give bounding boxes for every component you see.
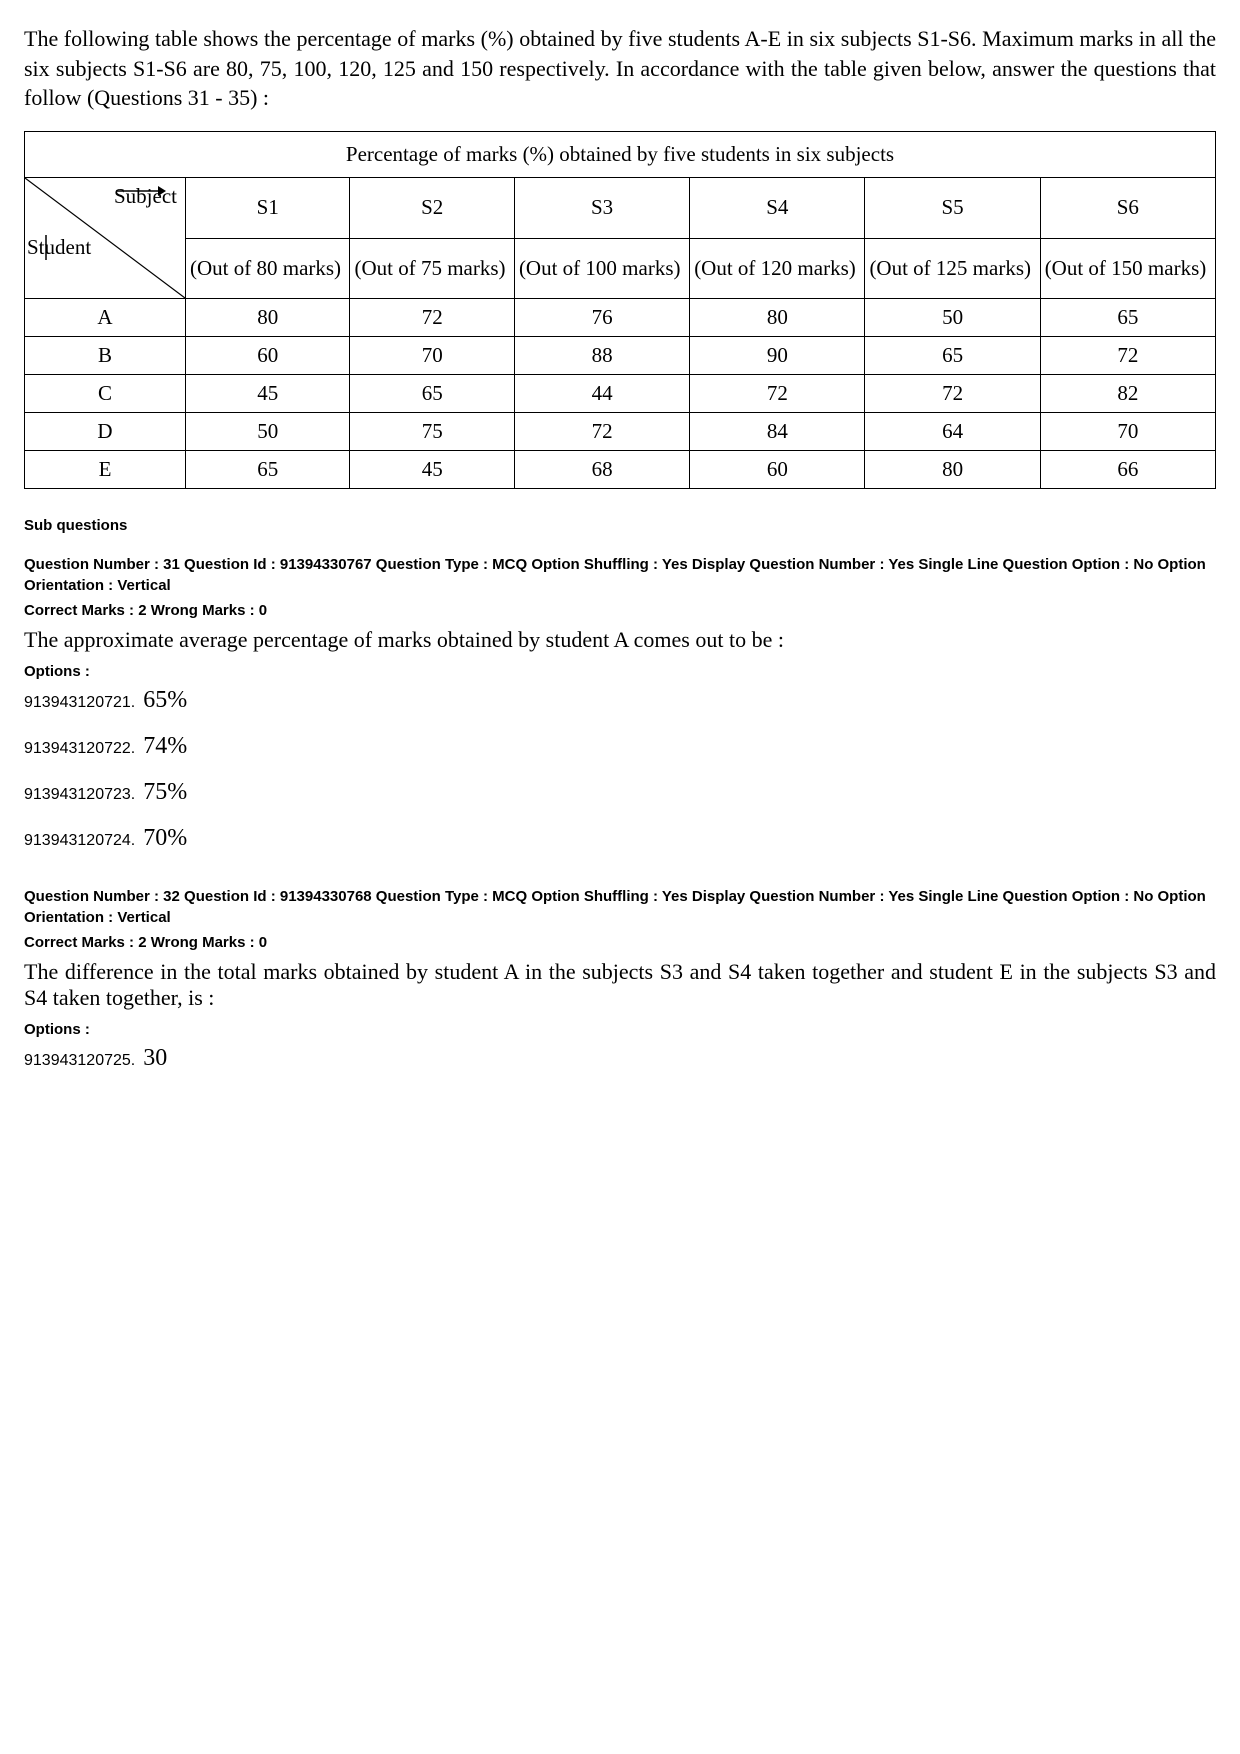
options-list: 913943120725. 30 <box>24 1046 1216 1070</box>
options-heading: Options : <box>24 1021 1216 1038</box>
arrow-down-icon <box>39 235 103 260</box>
value-cell: 68 <box>514 451 689 489</box>
value-cell: 80 <box>865 451 1040 489</box>
value-cell: 45 <box>350 451 514 489</box>
value-cell: 72 <box>514 413 689 451</box>
subject-axis-label: Subject <box>114 184 177 209</box>
option-item[interactable]: 913943120723. 75% <box>24 780 1216 804</box>
option-value: 30 <box>143 1046 167 1070</box>
value-cell: 60 <box>186 337 350 375</box>
col-header: S3 <box>514 178 689 239</box>
option-item[interactable]: 913943120721. 65% <box>24 688 1216 712</box>
value-cell: 72 <box>690 375 865 413</box>
question-meta: Question Number : 31 Question Id : 91394… <box>24 554 1216 596</box>
col-header: S4 <box>690 178 865 239</box>
question-31-block: Question Number : 31 Question Id : 91394… <box>24 554 1216 850</box>
col-header: S5 <box>865 178 1040 239</box>
value-cell: 75 <box>350 413 514 451</box>
value-cell: 70 <box>1040 413 1215 451</box>
value-cell: 82 <box>1040 375 1215 413</box>
col-subheader: (Out of 120 marks) <box>690 238 865 299</box>
option-value: 74% <box>143 734 187 758</box>
marks-table: Percentage of marks (%) obtained by five… <box>24 131 1216 489</box>
student-axis-label: Student <box>27 235 91 260</box>
student-cell: A <box>25 299 186 337</box>
col-subheader: (Out of 150 marks) <box>1040 238 1215 299</box>
option-item[interactable]: 913943120722. 74% <box>24 734 1216 758</box>
option-id: 913943120725. <box>24 1052 135 1070</box>
value-cell: 44 <box>514 375 689 413</box>
value-cell: 90 <box>690 337 865 375</box>
value-cell: 80 <box>690 299 865 337</box>
col-header: S1 <box>186 178 350 239</box>
col-subheader: (Out of 100 marks) <box>514 238 689 299</box>
value-cell: 72 <box>350 299 514 337</box>
option-id: 913943120722. <box>24 740 135 758</box>
sub-questions-heading: Sub questions <box>24 517 1216 534</box>
option-value: 70% <box>143 826 187 850</box>
student-cell: D <box>25 413 186 451</box>
option-value: 75% <box>143 780 187 804</box>
question-text: The difference in the total marks obtain… <box>24 959 1216 1011</box>
value-cell: 66 <box>1040 451 1215 489</box>
student-cell: C <box>25 375 186 413</box>
option-id: 913943120721. <box>24 694 135 712</box>
option-item[interactable]: 913943120724. 70% <box>24 826 1216 850</box>
question-text: The approximate average percentage of ma… <box>24 627 1216 653</box>
table-row: E654568608066 <box>25 451 1216 489</box>
value-cell: 65 <box>350 375 514 413</box>
value-cell: 45 <box>186 375 350 413</box>
question-meta: Question Number : 32 Question Id : 91394… <box>24 886 1216 928</box>
value-cell: 50 <box>865 299 1040 337</box>
option-value: 65% <box>143 688 187 712</box>
intro-text: The following table shows the percentage… <box>24 24 1216 113</box>
value-cell: 72 <box>1040 337 1215 375</box>
col-subheader: (Out of 80 marks) <box>186 238 350 299</box>
question-marks: Correct Marks : 2 Wrong Marks : 0 <box>24 932 1216 953</box>
question-32-block: Question Number : 32 Question Id : 91394… <box>24 886 1216 1070</box>
value-cell: 88 <box>514 337 689 375</box>
table-row: C456544727282 <box>25 375 1216 413</box>
value-cell: 70 <box>350 337 514 375</box>
value-cell: 60 <box>690 451 865 489</box>
option-item[interactable]: 913943120725. 30 <box>24 1046 1216 1070</box>
arrow-right-icon <box>114 184 177 209</box>
value-cell: 65 <box>186 451 350 489</box>
col-subheader: (Out of 75 marks) <box>350 238 514 299</box>
option-id: 913943120724. <box>24 832 135 850</box>
options-list: 913943120721.65%913943120722.74%91394312… <box>24 688 1216 850</box>
options-heading: Options : <box>24 663 1216 680</box>
col-subheader: (Out of 125 marks) <box>865 238 1040 299</box>
value-cell: 76 <box>514 299 689 337</box>
value-cell: 65 <box>865 337 1040 375</box>
col-header: S6 <box>1040 178 1215 239</box>
table-corner-cell: Subject Student <box>25 178 186 299</box>
value-cell: 72 <box>865 375 1040 413</box>
col-header: S2 <box>350 178 514 239</box>
table-row: D507572846470 <box>25 413 1216 451</box>
student-cell: E <box>25 451 186 489</box>
question-marks: Correct Marks : 2 Wrong Marks : 0 <box>24 600 1216 621</box>
value-cell: 64 <box>865 413 1040 451</box>
value-cell: 50 <box>186 413 350 451</box>
table-row: A807276805065 <box>25 299 1216 337</box>
option-id: 913943120723. <box>24 786 135 804</box>
table-row: B607088906572 <box>25 337 1216 375</box>
value-cell: 65 <box>1040 299 1215 337</box>
value-cell: 84 <box>690 413 865 451</box>
table-caption: Percentage of marks (%) obtained by five… <box>25 132 1216 178</box>
student-cell: B <box>25 337 186 375</box>
value-cell: 80 <box>186 299 350 337</box>
